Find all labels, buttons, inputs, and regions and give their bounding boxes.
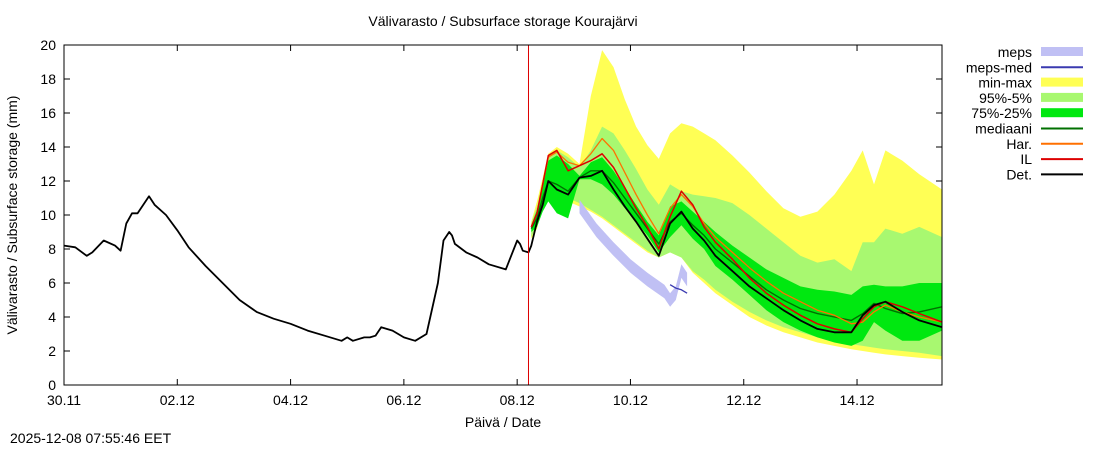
x-tick-label: 08.12 (500, 392, 535, 408)
y-tick-label: 2 (48, 343, 56, 359)
x-axis-label: Päivä / Date (465, 414, 541, 430)
y-tick-label: 12 (40, 173, 56, 189)
legend-swatch-75-25 (1041, 108, 1083, 118)
legend-label-har: Har. (1006, 136, 1032, 152)
y-tick-label: 20 (40, 37, 56, 53)
line-det (64, 169, 942, 342)
line-meps-med (669, 284, 688, 294)
y-tick-label: 0 (48, 377, 56, 393)
x-tick-label: 04.12 (273, 392, 308, 408)
legend-label-95-5: 95%-5% (979, 90, 1032, 106)
plot-frame (63, 44, 943, 386)
x-axis-ticks: 30.11 02.12 04.12 06.12 08.12 10.12 12.12 14.12 (47, 45, 875, 408)
y-tick-label: 4 (48, 309, 56, 325)
x-tick-label: 30.11 (47, 392, 81, 408)
y-axis-label: Välivarasto / Subsurface storage (mm) (4, 96, 20, 335)
legend: mepsmeps-medmin-max95%-5%75%-25%mediaani… (966, 44, 1083, 182)
legend-label-min-max: min-max (978, 75, 1032, 91)
legend-label-mediaani: mediaani (975, 121, 1032, 137)
y-tick-label: 8 (48, 241, 56, 257)
legend-label-det: Det. (1006, 166, 1032, 182)
line-il (530, 149, 942, 334)
chart-title: Välivarasto / Subsurface storage Kourajä… (368, 13, 637, 29)
y-axis-ticks: 0 2 4 6 8 10 12 14 16 18 20 (40, 37, 942, 393)
legend-label-75-25: 75%-25% (971, 105, 1032, 121)
line-mediaani (530, 170, 942, 322)
y-tick-label: 16 (40, 105, 56, 121)
x-tick-label: 10.12 (613, 392, 648, 408)
y-tick-label: 10 (40, 207, 56, 223)
x-tick-label: 06.12 (386, 392, 421, 408)
legend-swatch-95-5 (1041, 92, 1083, 102)
series-lines (64, 137, 942, 342)
timestamp: 2025-12-08 07:55:46 EET (10, 430, 172, 446)
x-tick-label: 02.12 (160, 392, 195, 408)
y-tick-label: 6 (48, 275, 56, 291)
y-tick-label: 14 (40, 139, 56, 155)
x-tick-label: 12.12 (726, 392, 761, 408)
band-meps (579, 199, 688, 307)
legend-swatch-meps (1041, 47, 1083, 56)
legend-swatch-min-max (1041, 77, 1083, 87)
y-tick-label: 18 (40, 71, 56, 87)
legend-label-il: IL (1020, 151, 1032, 167)
x-tick-label: 14.12 (840, 392, 875, 408)
legend-label-meps: meps (998, 44, 1032, 60)
legend-label-meps-med: meps-med (966, 59, 1032, 75)
